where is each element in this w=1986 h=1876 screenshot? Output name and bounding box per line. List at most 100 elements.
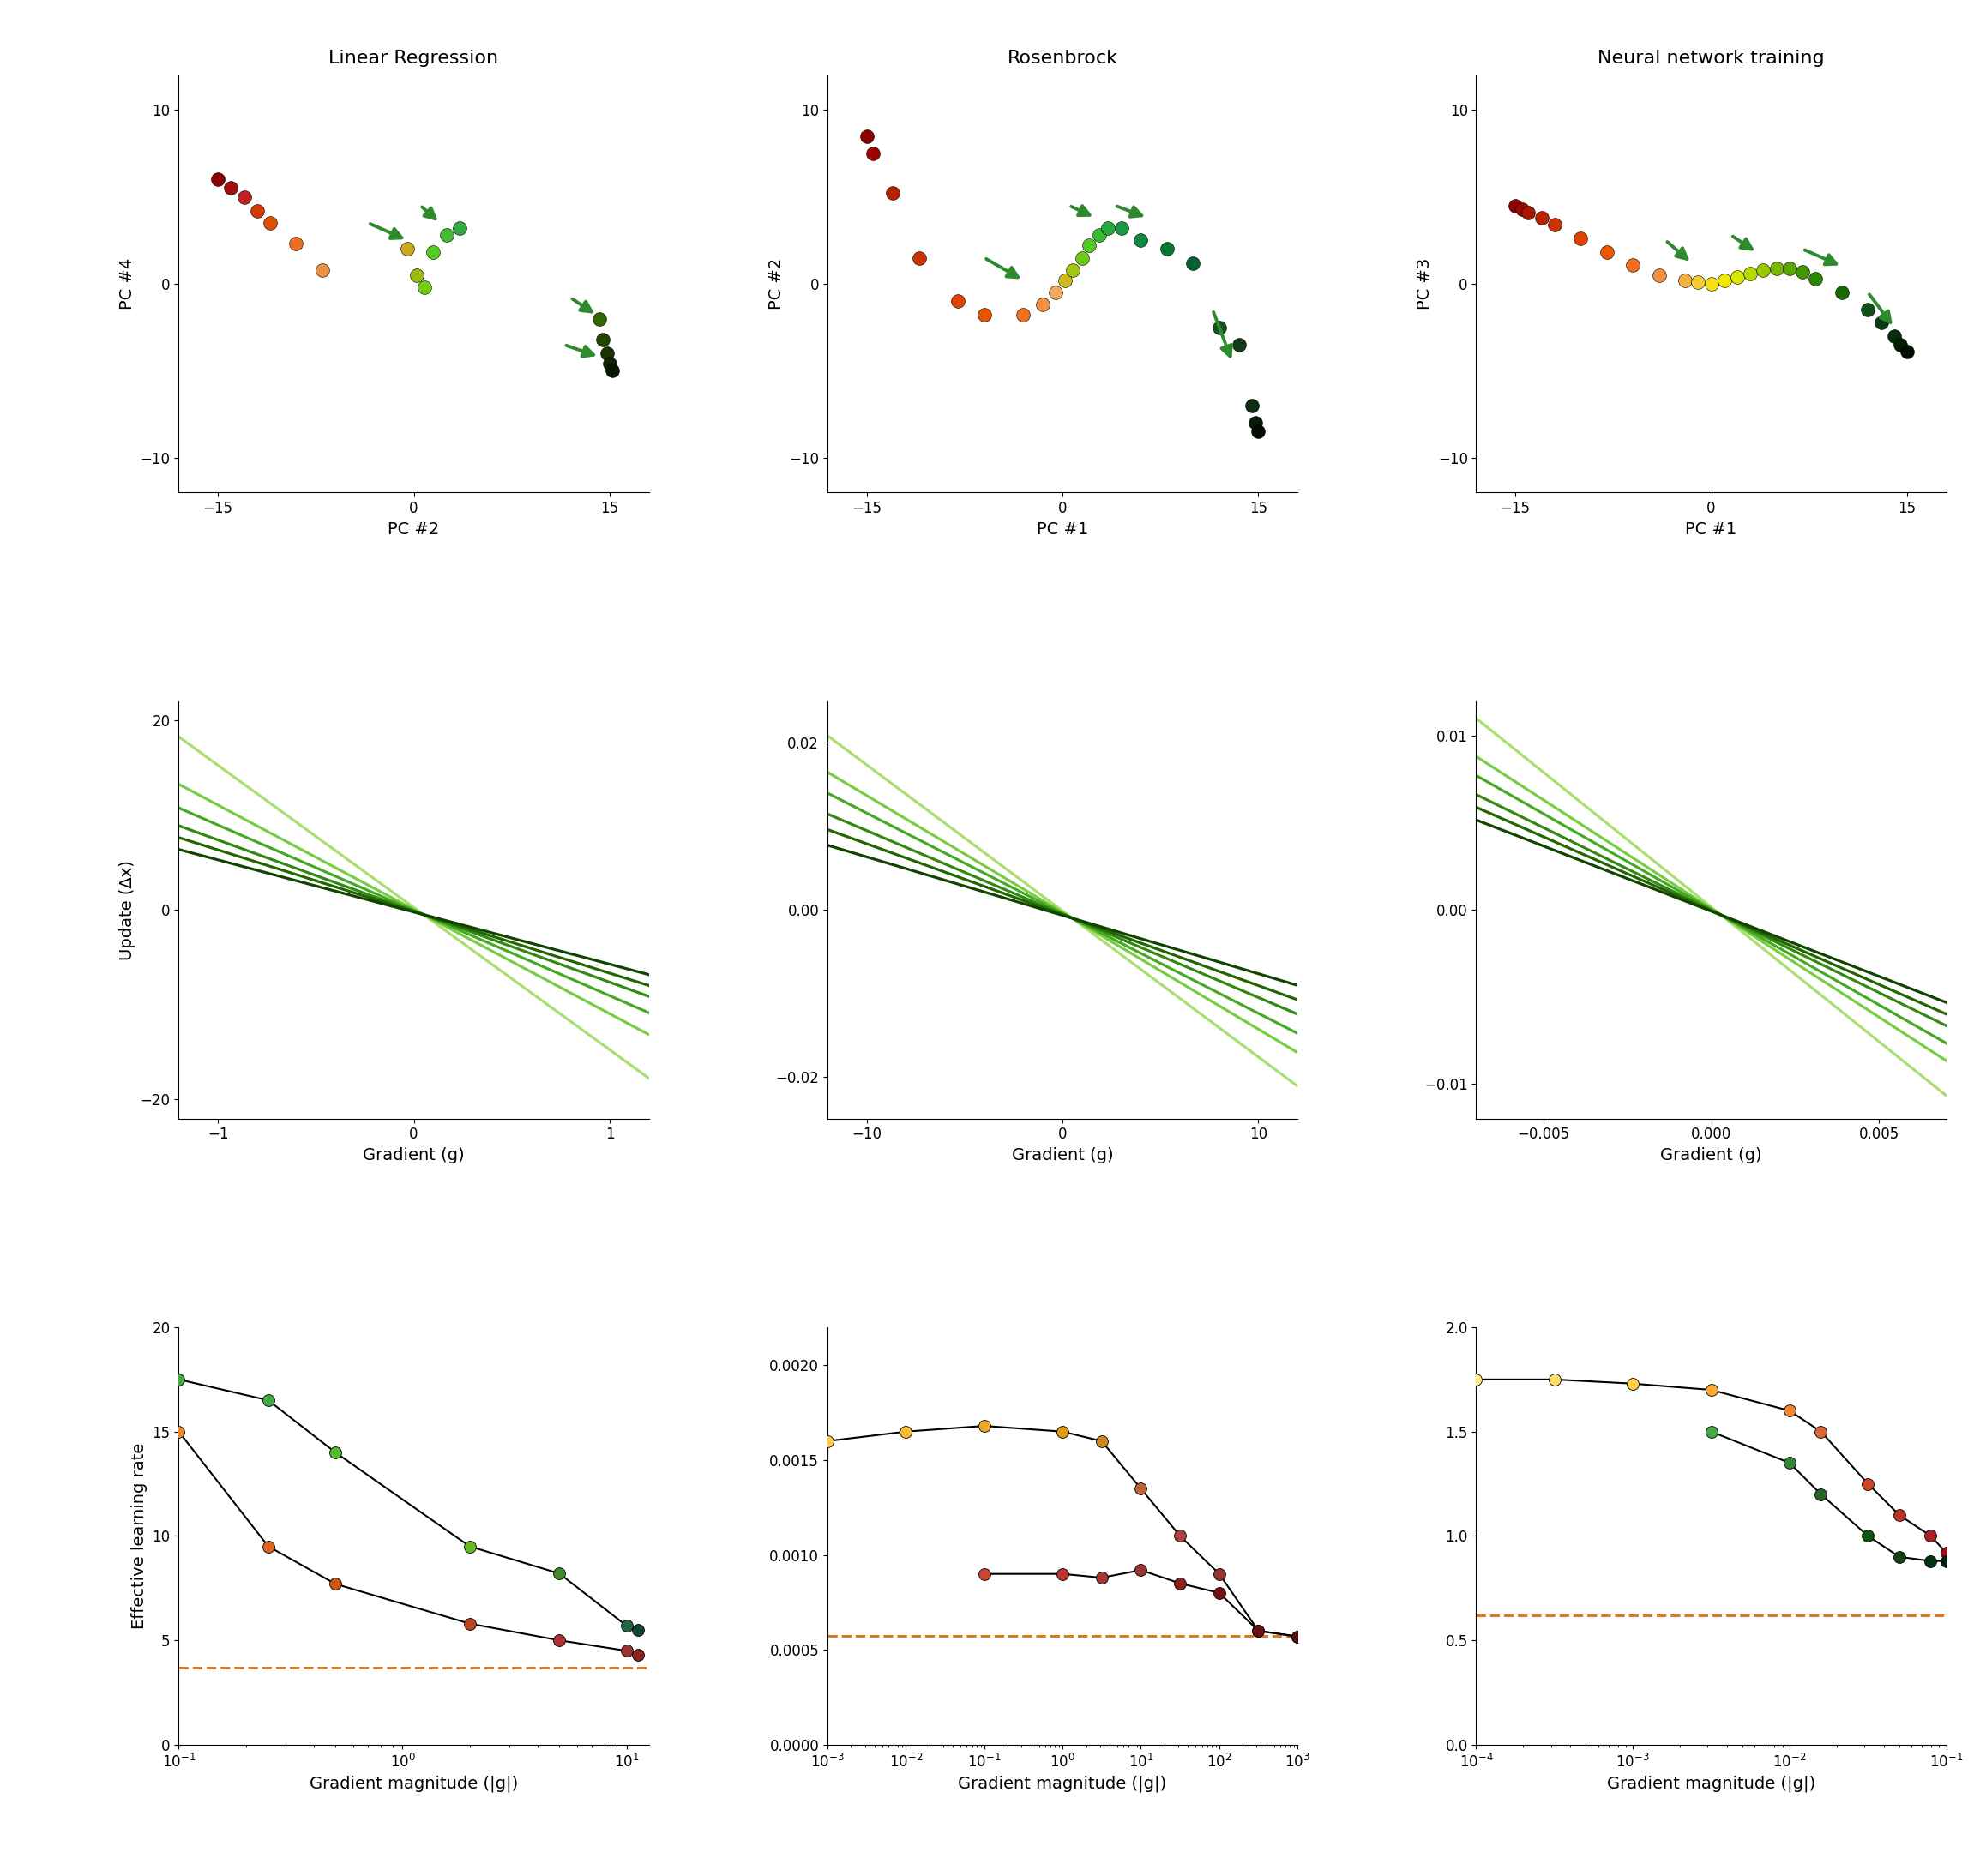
Point bbox=[1930, 1546, 1962, 1576]
Point bbox=[544, 1559, 576, 1589]
Point bbox=[1915, 1521, 1946, 1551]
Y-axis label: PC #4: PC #4 bbox=[119, 257, 135, 310]
Point bbox=[1696, 268, 1728, 298]
Point bbox=[1682, 266, 1714, 296]
Point bbox=[1708, 265, 1740, 295]
Point bbox=[252, 1531, 284, 1561]
Point bbox=[969, 1559, 1001, 1589]
Point bbox=[1460, 1364, 1491, 1394]
Point bbox=[320, 1568, 352, 1598]
X-axis label: Gradient magnitude (|g|): Gradient magnitude (|g|) bbox=[310, 1775, 518, 1792]
Point bbox=[1668, 265, 1700, 295]
Point bbox=[1825, 278, 1857, 308]
Point bbox=[1047, 1559, 1078, 1589]
Point bbox=[1243, 1615, 1275, 1645]
Point bbox=[622, 1615, 653, 1645]
X-axis label: Gradient (g): Gradient (g) bbox=[1011, 1146, 1114, 1163]
Point bbox=[1799, 263, 1831, 293]
Point bbox=[594, 349, 626, 379]
Point bbox=[254, 208, 286, 238]
Point bbox=[1281, 1621, 1313, 1651]
Point bbox=[1124, 1473, 1156, 1503]
Point bbox=[401, 261, 433, 291]
Point bbox=[320, 1437, 352, 1467]
Point bbox=[1499, 191, 1531, 221]
Point bbox=[969, 1411, 1001, 1441]
Point bbox=[1853, 295, 1885, 325]
Title: Neural network training: Neural network training bbox=[1599, 49, 1825, 66]
Point bbox=[1164, 1521, 1196, 1551]
Point bbox=[214, 173, 246, 203]
Point bbox=[1204, 311, 1235, 341]
X-axis label: Gradient magnitude (|g|): Gradient magnitude (|g|) bbox=[1607, 1775, 1815, 1792]
Point bbox=[1865, 308, 1897, 338]
X-axis label: PC #1: PC #1 bbox=[1037, 522, 1088, 537]
Point bbox=[1086, 1563, 1118, 1593]
Point bbox=[1124, 225, 1156, 255]
Point bbox=[163, 1364, 195, 1394]
Point bbox=[1007, 300, 1039, 330]
Point bbox=[443, 214, 475, 244]
Point bbox=[163, 1416, 195, 1446]
Point bbox=[1082, 219, 1114, 250]
Point bbox=[1049, 265, 1080, 295]
Point bbox=[1243, 416, 1275, 446]
Point bbox=[969, 300, 1001, 330]
Point bbox=[1243, 1615, 1275, 1645]
Point bbox=[1539, 1364, 1571, 1394]
Point bbox=[544, 1625, 576, 1655]
Point bbox=[1223, 330, 1255, 360]
Point bbox=[455, 1531, 487, 1561]
Point bbox=[610, 1636, 641, 1666]
Point bbox=[850, 120, 882, 150]
X-axis label: Gradient (g): Gradient (g) bbox=[1660, 1146, 1762, 1163]
Point bbox=[1204, 1578, 1235, 1608]
Point bbox=[1773, 253, 1805, 283]
Y-axis label: PC #3: PC #3 bbox=[1416, 257, 1434, 310]
Point bbox=[878, 178, 910, 208]
Point bbox=[1178, 248, 1209, 278]
Point bbox=[1027, 289, 1059, 319]
Point bbox=[1235, 390, 1267, 420]
Point bbox=[1696, 1416, 1728, 1446]
Point bbox=[1239, 407, 1271, 437]
Point bbox=[409, 272, 441, 302]
Point bbox=[1164, 1568, 1196, 1598]
Point bbox=[1762, 253, 1793, 283]
Point bbox=[1086, 1426, 1118, 1456]
Point bbox=[1883, 1501, 1915, 1531]
Point bbox=[1152, 234, 1184, 265]
Point bbox=[1773, 1396, 1805, 1426]
Point bbox=[1722, 263, 1754, 293]
Point bbox=[1853, 1469, 1885, 1499]
Point bbox=[431, 219, 463, 250]
Point bbox=[280, 229, 312, 259]
Point bbox=[1734, 259, 1766, 289]
Y-axis label: PC #2: PC #2 bbox=[769, 257, 784, 310]
Point bbox=[1041, 278, 1072, 308]
Point bbox=[1891, 336, 1922, 366]
Point bbox=[812, 1426, 844, 1456]
Point bbox=[941, 287, 973, 317]
Point bbox=[1092, 214, 1124, 244]
Point bbox=[1106, 214, 1138, 244]
Point bbox=[1642, 261, 1674, 291]
Point bbox=[622, 1640, 653, 1670]
Point bbox=[417, 238, 449, 268]
Point bbox=[1805, 1416, 1837, 1446]
Point bbox=[610, 1611, 641, 1642]
Point bbox=[1879, 321, 1911, 351]
Point bbox=[1805, 1478, 1837, 1508]
Point bbox=[1748, 255, 1779, 285]
Point bbox=[1883, 1542, 1915, 1572]
Point bbox=[391, 234, 423, 265]
Point bbox=[1915, 1546, 1946, 1576]
Point bbox=[1591, 238, 1623, 268]
Y-axis label: Effective learning rate: Effective learning rate bbox=[131, 1443, 147, 1628]
Point bbox=[890, 1416, 922, 1446]
Point bbox=[1072, 231, 1104, 261]
Point bbox=[240, 195, 272, 225]
Point bbox=[588, 325, 620, 355]
Point bbox=[584, 304, 616, 334]
Title: Rosenbrock: Rosenbrock bbox=[1007, 49, 1118, 66]
